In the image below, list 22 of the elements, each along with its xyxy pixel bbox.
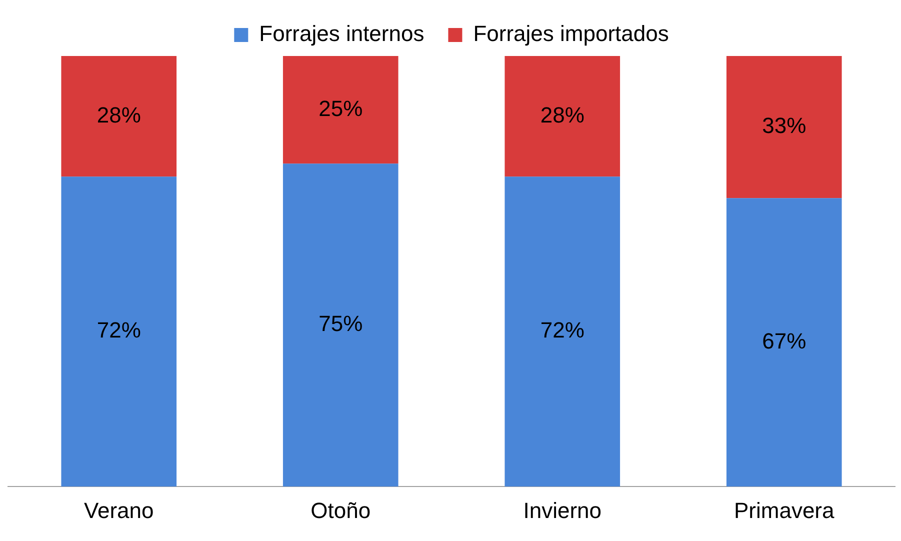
x-tick-label: Verano (84, 498, 154, 523)
bar (282, 56, 398, 164)
x-tick-label: Otoño (310, 498, 371, 523)
bar (282, 164, 398, 487)
legend-label: Forrajes internos (259, 21, 424, 46)
bar (61, 176, 177, 487)
legend-label: Forrajes importados (473, 21, 669, 46)
bar (504, 176, 620, 487)
bar (504, 56, 620, 177)
bar (726, 198, 842, 487)
data-label: 72% (540, 318, 584, 343)
data-label: 25% (318, 96, 363, 121)
data-label: 75% (318, 311, 363, 336)
data-label: 67% (762, 328, 806, 354)
bar (61, 56, 177, 177)
data-label: 28% (96, 102, 141, 128)
data-label: 28% (540, 102, 584, 128)
x-tick-label: Primavera (734, 498, 836, 523)
data-label: 72% (96, 318, 141, 343)
x-tick-label: Invierno (523, 498, 602, 523)
data-label: 33% (762, 113, 806, 138)
bar (726, 56, 842, 198)
